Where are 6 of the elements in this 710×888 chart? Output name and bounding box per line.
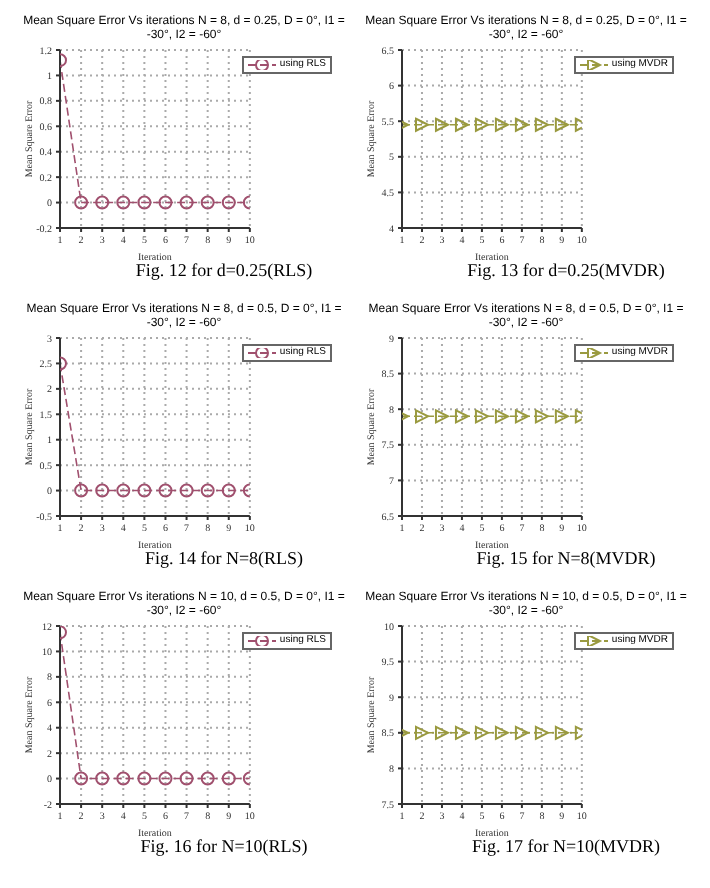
caption: Fig. 13 for d=0.25(MVDR) — [467, 260, 665, 280]
caption: Fig. 12 for d=0.25(RLS) — [135, 260, 313, 280]
caption: Fig. 16 for N=10(RLS) — [140, 836, 308, 856]
caption: Fig. 15 for N=8(MVDR) — [476, 548, 656, 568]
caption: Fig. 17 for N=10(MVDR) — [471, 836, 661, 856]
caption: Fig. 14 for N=8(RLS) — [144, 548, 304, 568]
